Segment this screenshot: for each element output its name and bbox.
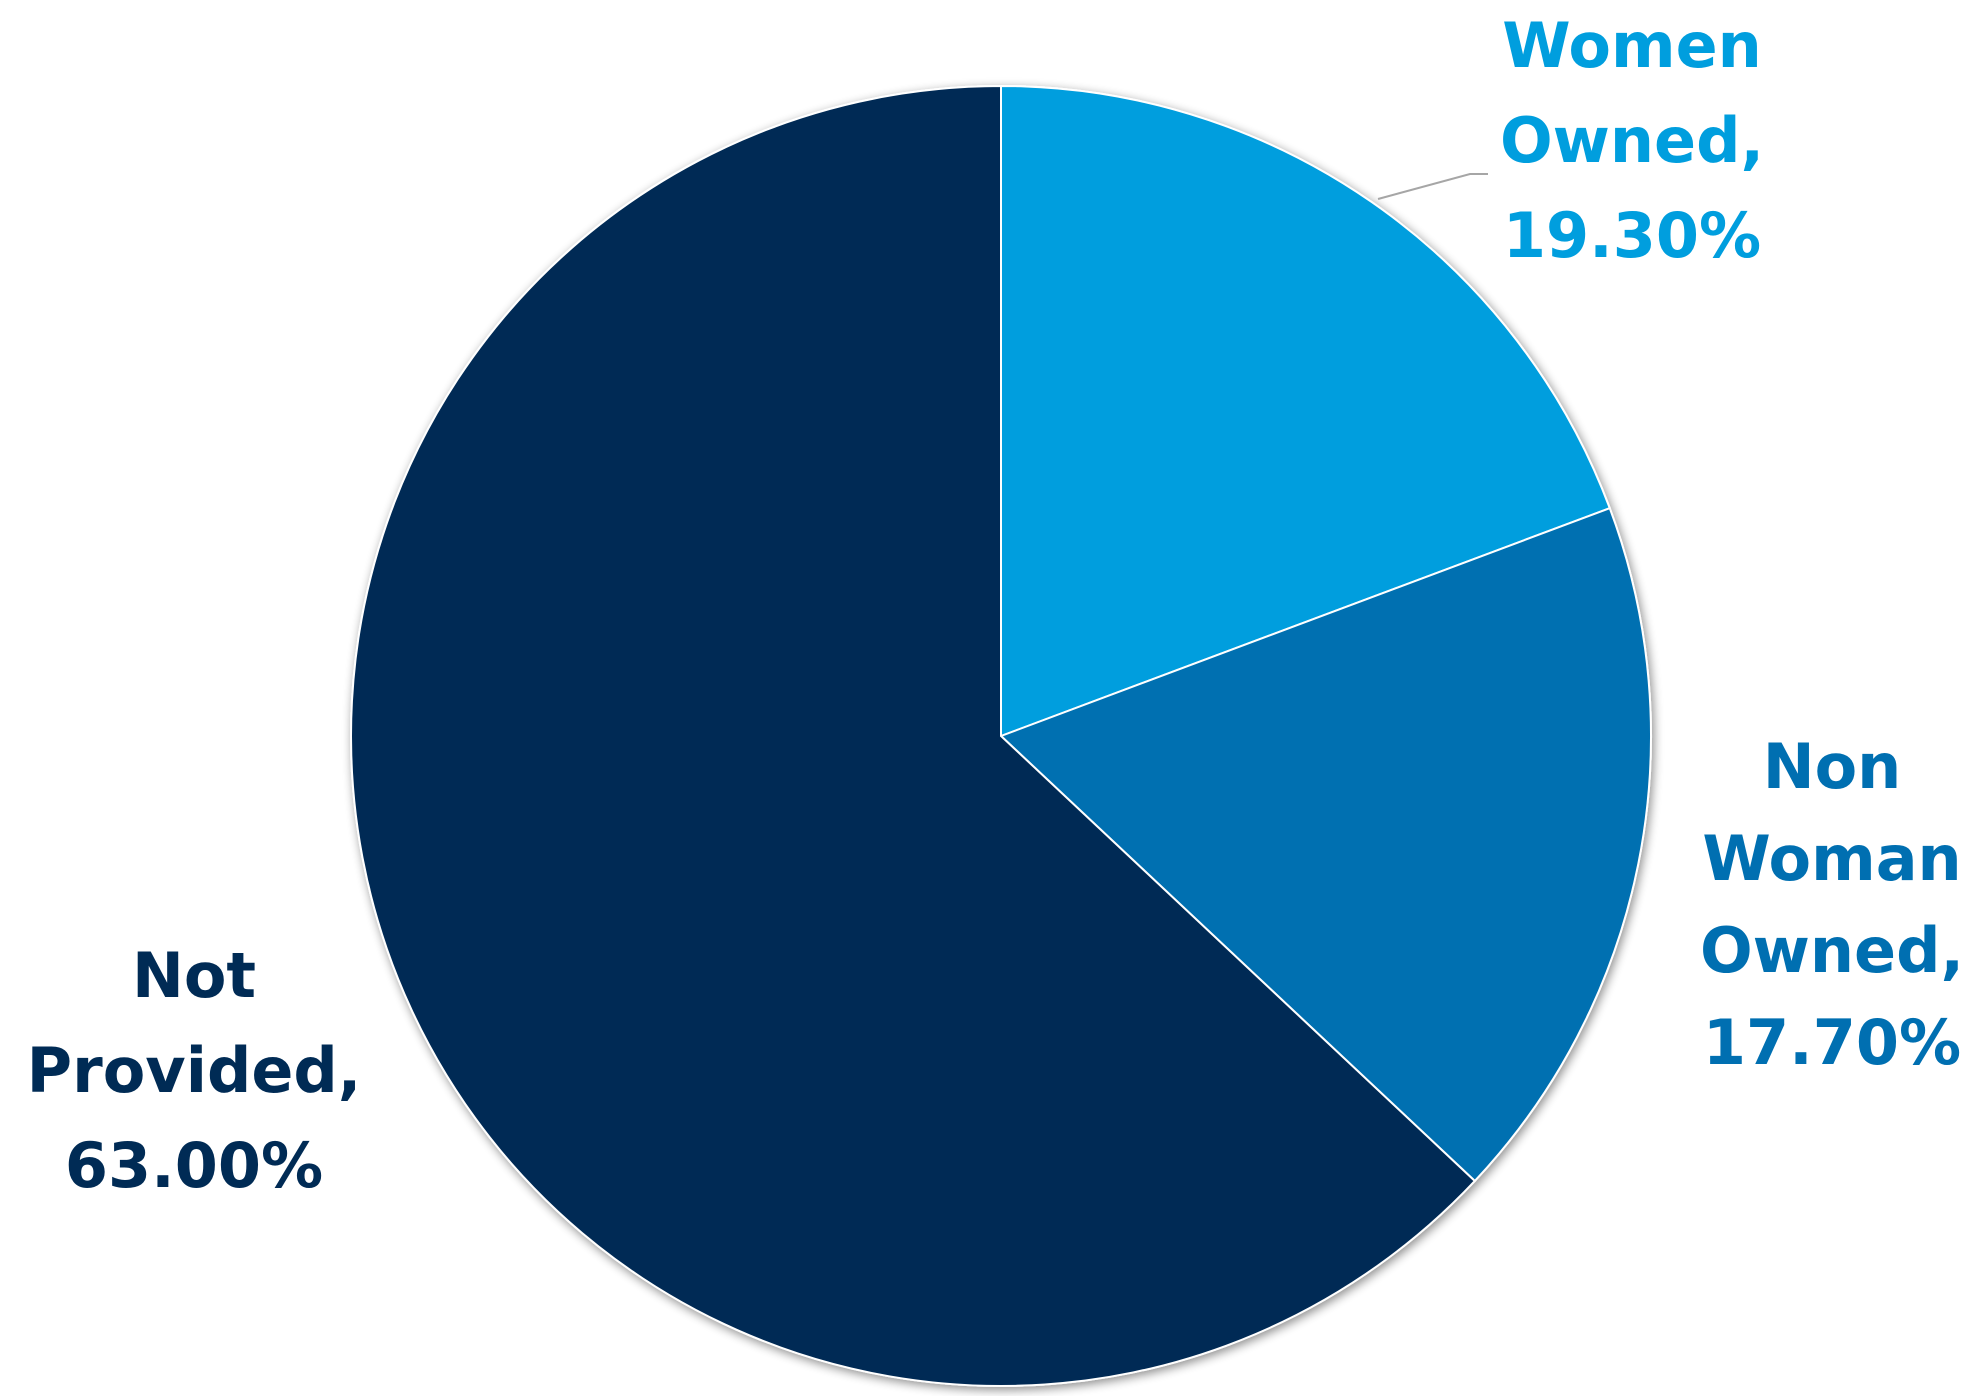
slice-label-line: 17.70% [1703, 1006, 1961, 1079]
leader-lines [1377, 173, 1488, 200]
slice-label-line: Non [1763, 730, 1902, 803]
slice-label-line: Owned, [1500, 104, 1764, 177]
slice-label-non-woman-owned: Non Woman Owned, 17.70% [1700, 730, 1964, 1079]
slice-label-line: Woman [1702, 822, 1961, 895]
pie-slices [350, 84, 1652, 1387]
pie-slice-not-provided [350, 84, 1477, 1387]
slice-label-line: Women [1502, 9, 1762, 82]
pie-slice-women-owned [1000, 84, 1612, 738]
slice-label-line: 19.30% [1503, 199, 1761, 272]
pie-slice-non-woman-owned [999, 506, 1652, 1183]
slice-labels: Women Owned, 19.30% Non Woman Owned, 17.70% Not… [27, 9, 1964, 1202]
slice-label-line: Owned, [1700, 914, 1964, 987]
slice-label-women-owned: Women Owned, 19.30% [1500, 9, 1764, 272]
leader-line-women-owned [1377, 173, 1488, 200]
slice-label-line: Not [132, 939, 256, 1012]
slice-label-line: Provided, [27, 1034, 362, 1107]
slice-label-not-provided: Not Provided, 63.00% [27, 939, 362, 1202]
slice-label-line: 63.00% [65, 1129, 323, 1202]
